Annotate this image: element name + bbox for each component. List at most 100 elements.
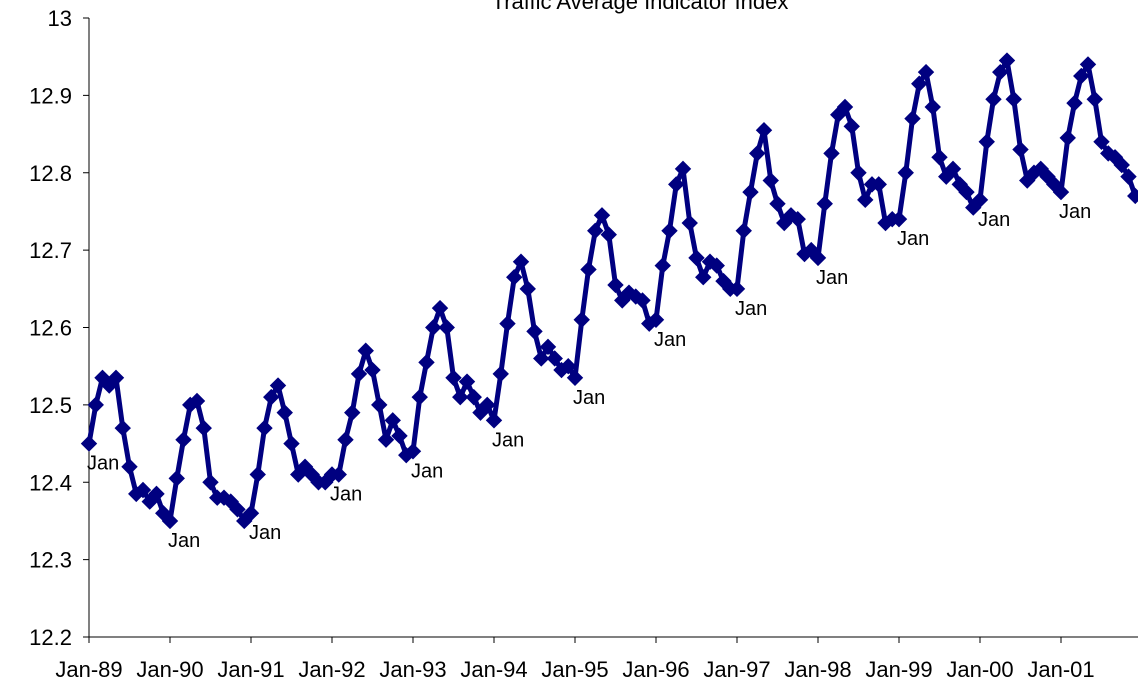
- data-point: [1079, 56, 1097, 73]
- data-point: [431, 299, 449, 317]
- data-point: [735, 222, 752, 239]
- y-tick-label: 12.2: [29, 625, 72, 650]
- data-point: [263, 388, 280, 406]
- data-point: [897, 164, 914, 181]
- data-point: [580, 261, 597, 278]
- data-point: [769, 195, 786, 212]
- jan-annotation: Jan: [654, 329, 686, 351]
- data-point: [364, 361, 381, 379]
- data-point: [1073, 67, 1090, 85]
- data-point: [958, 183, 975, 201]
- x-tick-label: Jan-90: [136, 657, 203, 682]
- data-point: [742, 183, 759, 201]
- data-point: [188, 392, 206, 410]
- series-line: [86, 58, 1138, 524]
- x-tick-label: Jan-00: [946, 657, 1013, 682]
- y-tick-label: 12.7: [29, 238, 72, 263]
- data-point: [512, 253, 530, 270]
- data-point: [465, 388, 482, 406]
- data-point: [1066, 94, 1083, 112]
- data-point: [1012, 141, 1029, 158]
- data-point: [566, 369, 584, 387]
- data-point: [377, 431, 395, 448]
- data-point: [499, 315, 516, 332]
- data-point: [283, 435, 300, 452]
- jan-annotation: Jan: [978, 209, 1010, 231]
- data-point: [695, 268, 712, 286]
- jan-annotation: Jan: [1059, 201, 1091, 223]
- data-point: [654, 257, 671, 274]
- data-point: [330, 466, 347, 483]
- x-tick-label: Jan-98: [784, 657, 851, 682]
- data-point: [458, 373, 476, 390]
- data-point: [526, 323, 543, 340]
- y-tick-label: 12.8: [29, 161, 72, 186]
- data-point: [978, 133, 995, 151]
- data-point: [681, 214, 698, 232]
- data-point: [242, 504, 260, 522]
- jan-annotation: Jan: [816, 267, 848, 289]
- data-point: [944, 160, 962, 178]
- x-tick-label: Jan-99: [865, 657, 932, 682]
- data-point: [479, 396, 496, 414]
- x-tick-label: Jan-92: [298, 657, 365, 682]
- data-point: [492, 365, 509, 383]
- data-point: [593, 207, 611, 224]
- data-point: [924, 98, 941, 116]
- data-point: [890, 210, 908, 228]
- jan-annotation: Jan: [735, 298, 767, 320]
- y-tick-label: 12.4: [29, 470, 72, 495]
- x-tick-label: Jan-89: [55, 657, 122, 682]
- data-point: [749, 145, 766, 162]
- data-point: [485, 412, 503, 429]
- data-point: [634, 292, 651, 309]
- data-point: [1059, 129, 1076, 147]
- data-point: [506, 268, 523, 286]
- data-point: [661, 222, 678, 239]
- annotations: Jan Jan Jan Jan Jan Jan Jan Jan Jan Jan Jan Jan Jan: [87, 201, 1091, 552]
- data-point: [425, 319, 442, 336]
- jan-annotation: Jan: [573, 387, 605, 409]
- data-point: [1120, 168, 1137, 185]
- data-point: [269, 377, 287, 394]
- data-point: [168, 470, 185, 487]
- y-tick-label: 12.3: [29, 548, 72, 573]
- y-tick-label: 12.9: [29, 83, 72, 108]
- data-point: [452, 388, 469, 406]
- data-point: [587, 222, 604, 239]
- y-tick-label: 13: [48, 6, 72, 31]
- data-point: [857, 191, 874, 209]
- data-point: [823, 145, 840, 162]
- data-point: [688, 249, 705, 267]
- x-tick-label: Jan-91: [217, 657, 284, 682]
- jan-annotation: Jan: [492, 429, 524, 451]
- data-point: [249, 466, 266, 483]
- data-point: [904, 110, 921, 127]
- data-point: [762, 172, 779, 189]
- data-point: [1086, 91, 1103, 108]
- y-tick-label: 12.5: [29, 393, 72, 418]
- data-point: [533, 350, 550, 367]
- data-point: [195, 419, 212, 437]
- data-point: [1113, 156, 1130, 174]
- data-point: [404, 443, 422, 460]
- data-point: [114, 419, 131, 437]
- data-point: [337, 431, 354, 448]
- data-point: [560, 357, 577, 375]
- data-point: [985, 91, 1002, 108]
- data-point: [931, 149, 948, 166]
- data-point: [134, 481, 152, 499]
- data-point: [647, 311, 665, 328]
- data-point: [350, 365, 368, 383]
- data-point: [418, 354, 435, 371]
- data-point: [728, 280, 746, 298]
- data-series: [80, 52, 1138, 530]
- data-point: [371, 396, 388, 414]
- data-point: [438, 319, 455, 336]
- data-point: [911, 75, 928, 92]
- jan-annotation: Jan: [330, 484, 362, 506]
- data-point: [843, 118, 860, 135]
- data-point: [1005, 91, 1022, 108]
- data-point: [850, 164, 867, 181]
- data-point: [107, 369, 125, 387]
